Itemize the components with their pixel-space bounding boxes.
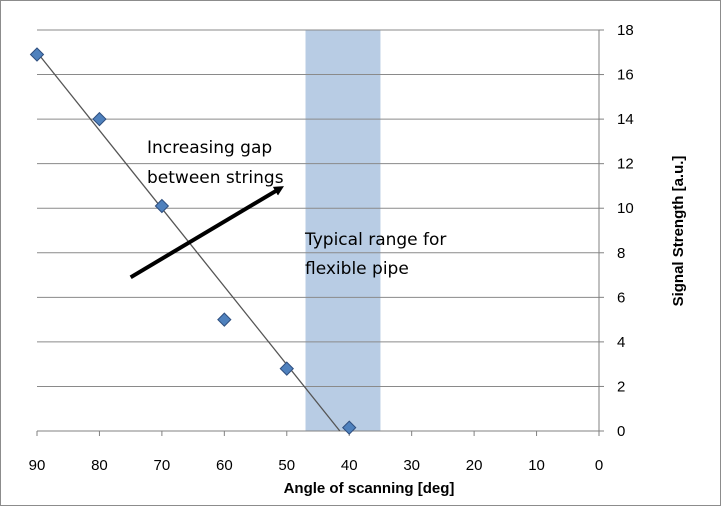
y-tick-label: 16 [617, 67, 634, 84]
y-tick-label: 18 [617, 22, 634, 39]
y-tick-label: 4 [617, 334, 625, 351]
increasing-gap-arrow [129, 186, 284, 280]
annotation-gap-line-2: between strings [147, 168, 284, 188]
y-tick-label: 14 [617, 111, 634, 128]
annotation-range-line-1: Typical range for [304, 230, 446, 250]
y-tick-label: 8 [617, 245, 625, 262]
x-tick-label: 70 [154, 457, 171, 474]
x-tick-label: 90 [29, 457, 46, 474]
annotation-range-line-2: flexible pipe [305, 259, 409, 279]
x-tick-label: 0 [595, 457, 603, 474]
data-point [217, 312, 232, 327]
y-tick-label: 12 [617, 156, 634, 173]
data-point [154, 198, 170, 214]
x-tick-label: 80 [91, 457, 108, 474]
y-tick-label: 10 [617, 200, 634, 217]
data-point [29, 47, 45, 62]
x-tick-label: 20 [466, 457, 483, 474]
x-tick-label: 30 [403, 457, 420, 474]
x-tick-label: 40 [341, 457, 358, 474]
y-tick-label: 2 [617, 378, 625, 395]
data-point [92, 111, 107, 127]
x-tick-label: 50 [278, 457, 295, 474]
x-axis-title: Angle of scanning [deg] [284, 480, 455, 497]
x-tick-label: 10 [528, 457, 545, 474]
y-axis-title: Signal Strength [a.u.] [670, 156, 687, 307]
annotation-gap: Increasing gap between strings [147, 138, 284, 188]
typical-range-band [305, 30, 381, 431]
x-tick-label: 60 [216, 457, 233, 474]
data-point [342, 420, 357, 435]
y-tick-label: 6 [617, 289, 625, 306]
data-point [279, 361, 294, 376]
annotation-range: Typical range for flexible pipe [304, 230, 452, 279]
y-tick-label: 0 [617, 423, 625, 440]
annotation-gap-line-1: Increasing gap [147, 138, 272, 158]
